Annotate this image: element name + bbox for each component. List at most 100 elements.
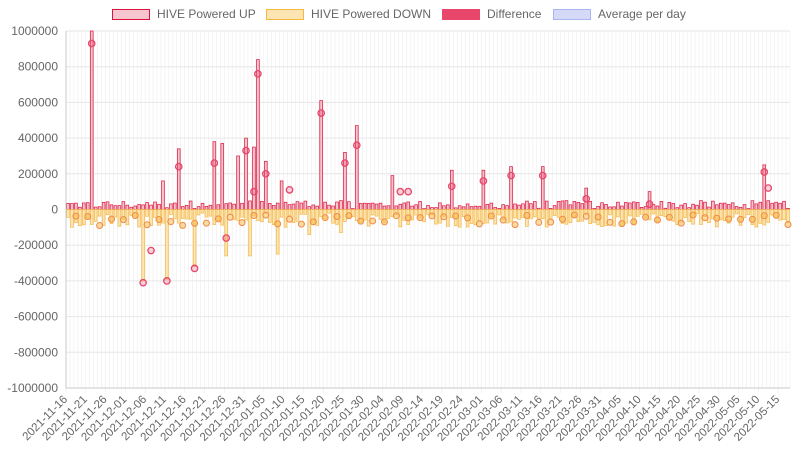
difference-point [479, 177, 488, 185]
bar-powered-up [707, 206, 711, 210]
bar-powered-up [339, 200, 343, 210]
bar-powered-down [208, 209, 213, 217]
bar-powered-down [497, 209, 501, 216]
bar-powered-down [224, 209, 228, 257]
bar-powered-down [177, 209, 181, 224]
bar-powered-up [303, 200, 308, 210]
difference-point [147, 246, 155, 255]
bar-powered-up [600, 202, 604, 210]
bar-powered-down [327, 209, 331, 214]
difference-point-minor [286, 215, 294, 223]
bar-powered-down [303, 209, 308, 215]
difference-point [447, 182, 456, 191]
bar-powered-down [533, 209, 537, 218]
bar-powered-down [125, 209, 130, 226]
bar-powered-up [315, 205, 319, 210]
bar-powered-down [398, 209, 403, 228]
bar-powered-down [719, 209, 723, 221]
bar-powered-down [169, 209, 173, 215]
bar-powered-up [505, 205, 509, 210]
difference-point-minor [618, 220, 626, 228]
bar-powered-up [180, 206, 185, 210]
bar-powered-up [125, 204, 130, 210]
bar-powered-down [422, 209, 426, 223]
bar-powered-up [671, 203, 676, 210]
difference-point [174, 162, 183, 171]
difference-point-minor [202, 219, 210, 227]
difference-point-minor [594, 213, 602, 221]
bar-powered-up [529, 203, 533, 210]
y-tick-label: 400000 [18, 131, 58, 145]
bar-powered-up [188, 200, 193, 210]
bar-powered-up [588, 200, 592, 210]
bar-powered-up [216, 204, 221, 210]
bar-powered-down [746, 209, 751, 215]
bar-powered-up [410, 205, 414, 210]
bar-powered-down [188, 209, 193, 220]
difference-point-minor [131, 211, 139, 219]
bar-powered-down [291, 209, 296, 224]
bar-powered-up [157, 203, 161, 210]
bar-powered-up [236, 155, 240, 210]
bar-powered-up [74, 202, 78, 210]
bar-powered-up [200, 202, 205, 210]
bar-powered-up [291, 203, 296, 210]
bar-powered-up [572, 201, 577, 210]
bar-powered-up [596, 205, 600, 210]
bar-powered-down [461, 209, 466, 217]
bar-powered-down [93, 209, 98, 222]
difference-point-minor [547, 218, 555, 226]
bar-powered-up [722, 202, 727, 210]
bar-powered-up [679, 204, 683, 210]
bar-powered-up [299, 202, 304, 210]
bar-powered-up [145, 202, 149, 210]
difference-point [404, 187, 413, 196]
difference-point-minor [369, 217, 377, 225]
bar-powered-up [699, 200, 703, 210]
bar-powered-up [137, 204, 141, 210]
difference-point-minor [84, 212, 92, 220]
difference-point-minor [760, 212, 768, 220]
y-tick-label: -400000 [14, 274, 58, 288]
bar-powered-up [386, 205, 391, 210]
legend-swatch-powered-down [266, 9, 304, 20]
difference-point-minor [559, 215, 567, 223]
difference-point-minor [725, 215, 733, 223]
bar-powered-up [465, 203, 470, 210]
bar-powered-up [86, 202, 90, 210]
difference-point-minor [713, 214, 721, 222]
bar-powered-up [133, 205, 137, 210]
bar-powered-up [703, 201, 707, 210]
bar-powered-up [544, 200, 549, 210]
bar-powered-up [153, 201, 157, 210]
bar-powered-up [93, 206, 98, 210]
bar-powered-down [505, 209, 509, 224]
bar-powered-up [667, 201, 672, 210]
bar-powered-down [184, 209, 189, 220]
bar-powered-up [556, 201, 561, 210]
bar-powered-up [501, 204, 505, 210]
bar-powered-down [240, 209, 244, 218]
difference-point-minor [143, 221, 151, 229]
bar-powered-down [683, 209, 687, 218]
bar-powered-up [121, 201, 126, 210]
difference-point-minor [191, 219, 199, 227]
bar-powered-up [414, 204, 418, 210]
bar-powered-up [576, 201, 581, 210]
difference-point [261, 169, 270, 178]
difference-point-minor [701, 214, 709, 222]
difference-point-minor [416, 214, 424, 222]
bar-powered-up [264, 160, 268, 210]
bar-powered-up [481, 169, 486, 210]
difference-point [285, 186, 294, 194]
bar-powered-up [568, 204, 573, 210]
difference-point-minor [250, 211, 258, 219]
difference-point-minor [487, 212, 495, 220]
bar-powered-down [192, 209, 197, 267]
bar-powered-up [204, 205, 209, 210]
bar-powered-down [556, 209, 561, 218]
bar-powered-down [675, 209, 679, 225]
bar-powered-up [240, 202, 244, 210]
difference-point-minor [321, 214, 329, 222]
